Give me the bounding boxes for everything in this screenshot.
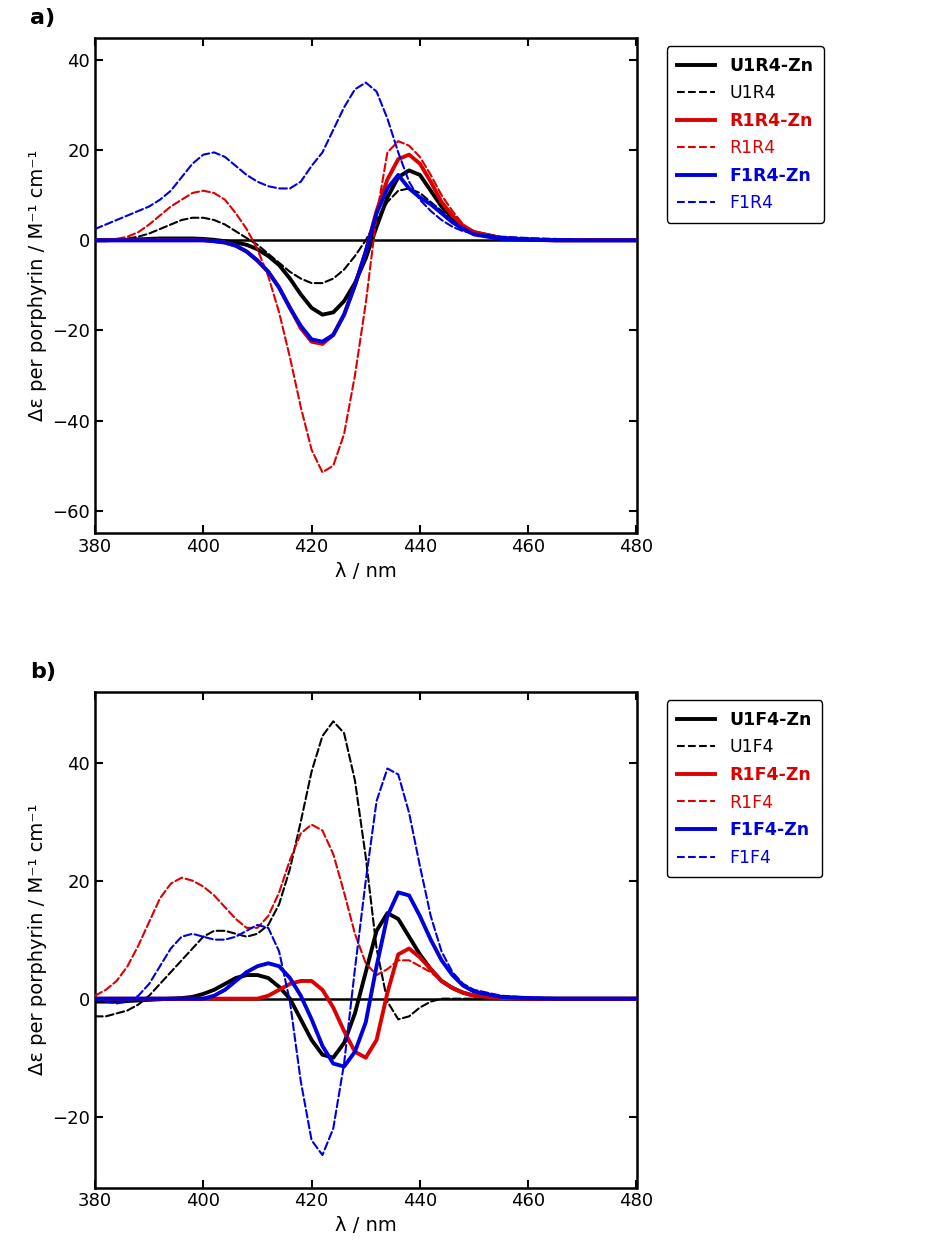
Legend: U1F4-Zn, U1F4, R1F4-Zn, R1F4, F1F4-Zn, F1F4: U1F4-Zn, U1F4, R1F4-Zn, R1F4, F1F4-Zn, F… (667, 700, 822, 878)
X-axis label: λ / nm: λ / nm (334, 1216, 397, 1235)
Y-axis label: Δε per porphyrin / M⁻¹ cm⁻¹: Δε per porphyrin / M⁻¹ cm⁻¹ (28, 804, 47, 1075)
Text: b): b) (30, 662, 56, 682)
Legend: U1R4-Zn, U1R4, R1R4-Zn, R1R4, F1R4-Zn, F1R4: U1R4-Zn, U1R4, R1R4-Zn, R1R4, F1R4-Zn, F… (667, 46, 824, 222)
Y-axis label: Δε per porphyrin / M⁻¹ cm⁻¹: Δε per porphyrin / M⁻¹ cm⁻¹ (28, 150, 47, 421)
X-axis label: λ / nm: λ / nm (334, 561, 397, 580)
Text: a): a) (30, 8, 55, 28)
